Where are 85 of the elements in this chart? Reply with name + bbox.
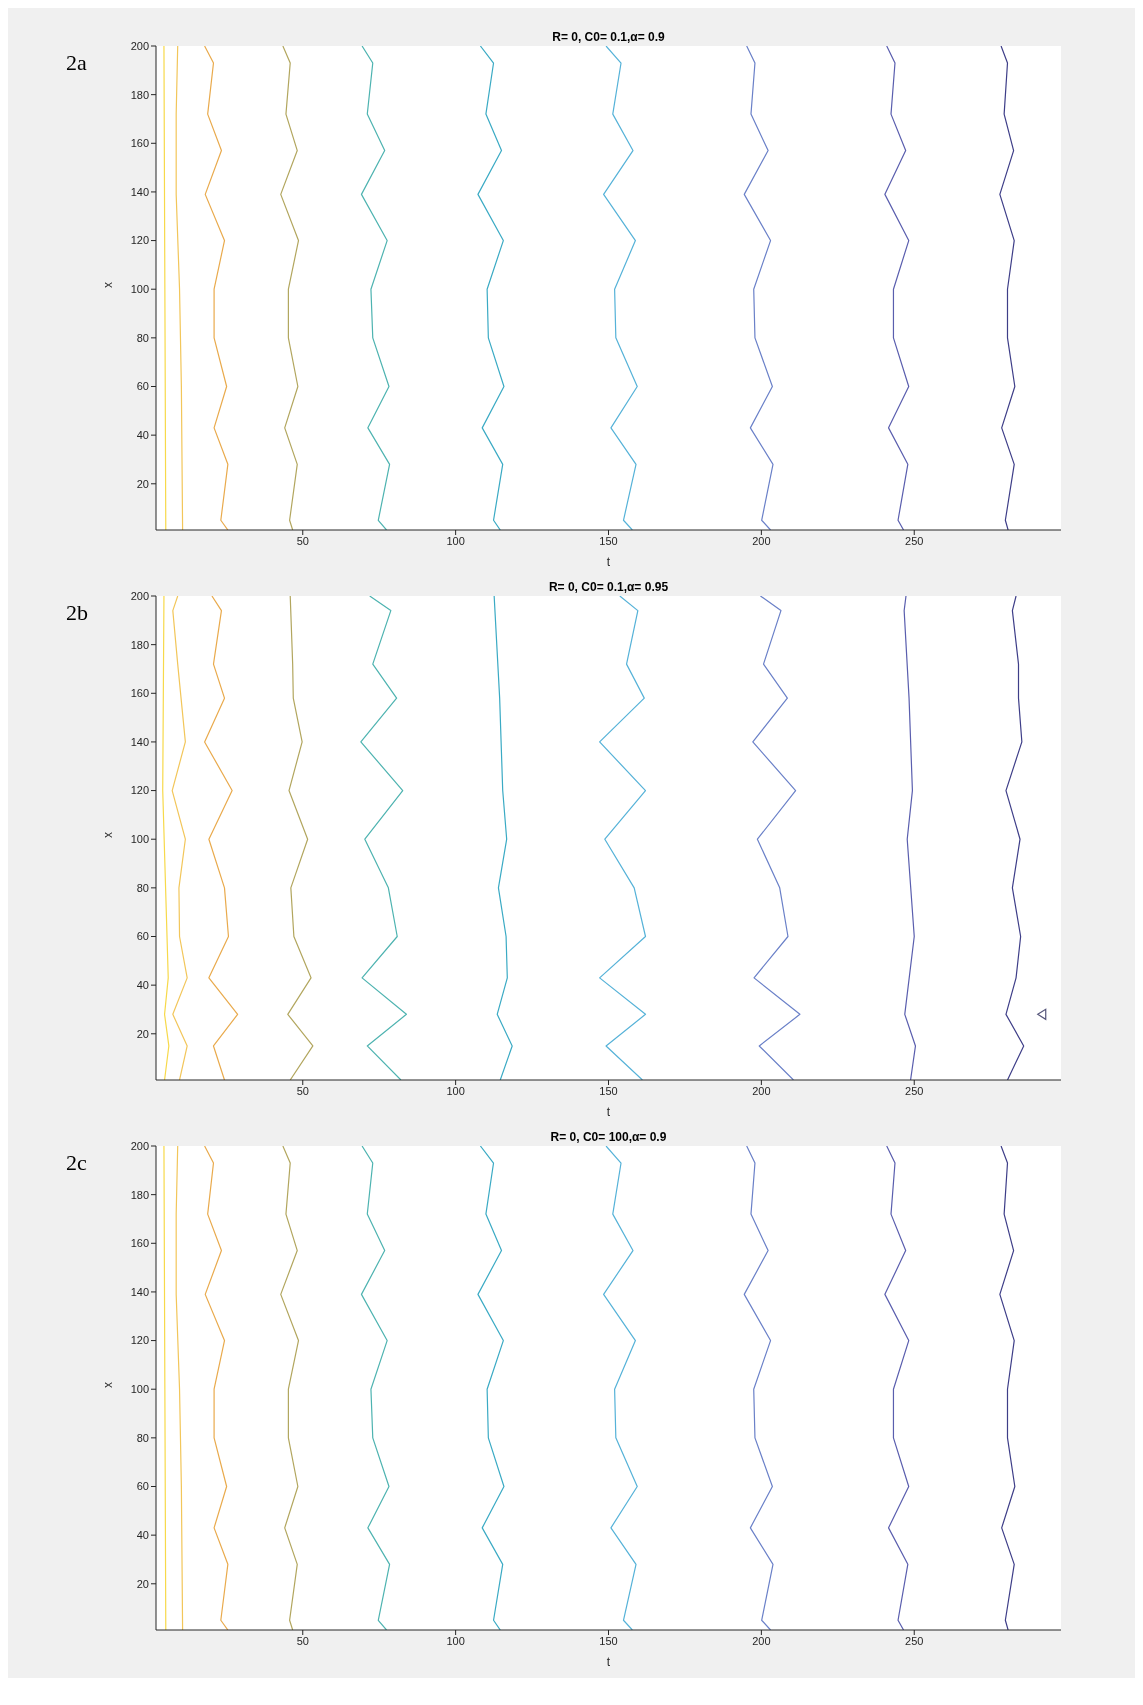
line-series (280, 1146, 300, 1630)
x-tick-label: 200 (752, 534, 771, 547)
x-tick-label: 100 (446, 1084, 465, 1097)
x-tick-label: 200 (752, 1634, 771, 1647)
line-series (360, 46, 391, 530)
line-series (884, 46, 910, 530)
y-tick-label: 100 (130, 833, 149, 846)
y-tick-label: 200 (130, 589, 149, 602)
chart-title: R= 0, C0= 0.1,α= 0.9 (551, 30, 666, 44)
line-series (743, 1146, 774, 1630)
x-tick-label: 150 (599, 1634, 618, 1647)
y-tick-label: 80 (136, 1431, 149, 1444)
line-series (999, 46, 1016, 530)
line-series (287, 596, 314, 1080)
line-series (603, 46, 638, 530)
x-tick-label: 50 (296, 1084, 309, 1097)
x-tick-label: 150 (599, 1084, 618, 1097)
y-tick-label: 40 (136, 429, 149, 442)
y-tick-label: 60 (136, 1480, 149, 1493)
x-tick-label: 100 (446, 1634, 465, 1647)
x-tick-label: 100 (446, 534, 465, 547)
line-series (599, 596, 647, 1080)
x-tick-label: 250 (905, 534, 924, 547)
y-tick-label: 20 (136, 1027, 149, 1040)
y-tick-label: 180 (130, 1188, 149, 1201)
y-tick-label: 180 (130, 88, 149, 101)
line-series (1005, 596, 1025, 1080)
y-tick-label: 20 (136, 477, 149, 490)
line-series (204, 46, 229, 530)
x-axis-title: t (606, 1105, 611, 1119)
y-tick-label: 80 (136, 881, 149, 894)
y-tick-label: 60 (136, 930, 149, 943)
y-tick-label: 20 (136, 1577, 149, 1590)
line-series (175, 46, 184, 530)
y-axis-title: x (101, 282, 116, 288)
y-tick-label: 40 (136, 1529, 149, 1542)
line-series (171, 596, 188, 1080)
y-tick-label: 160 (130, 687, 149, 700)
x-axis-title: t (606, 1655, 611, 1669)
line-series (884, 1146, 910, 1630)
line-series (752, 596, 801, 1080)
y-axis-title: x (101, 832, 116, 838)
y-tick-label: 120 (130, 784, 149, 797)
line-series (360, 1146, 391, 1630)
line-series (204, 596, 239, 1080)
x-tick-label: 200 (752, 1084, 771, 1097)
y-tick-label: 140 (130, 185, 149, 198)
chart-title: R= 0, C0= 0.1,α= 0.95 (547, 580, 670, 594)
y-tick-label: 100 (130, 283, 149, 296)
line-series (204, 1146, 229, 1630)
x-tick-label: 50 (296, 1634, 309, 1647)
text: 2a (66, 50, 87, 76)
y-tick-label: 60 (136, 380, 149, 393)
y-tick-label: 180 (130, 638, 149, 651)
y-tick-label: 80 (136, 331, 149, 344)
text: 2b (66, 600, 88, 626)
line-series (743, 46, 774, 530)
line-series (280, 46, 300, 530)
chart-title: R= 0, C0= 100,α= 0.9 (549, 1130, 668, 1144)
y-tick-label: 160 (130, 1237, 149, 1250)
y-tick-label: 200 (130, 1139, 149, 1152)
y-tick-label: 140 (130, 735, 149, 748)
line-series (493, 596, 513, 1080)
y-axis-title: x (101, 1382, 116, 1388)
x-tick-label: 50 (296, 534, 309, 547)
line-series (603, 1146, 638, 1630)
y-tick-label: 200 (130, 39, 149, 52)
line-series (360, 596, 407, 1080)
y-tick-label: 40 (136, 979, 149, 992)
line-series (477, 1146, 505, 1630)
line-series (162, 596, 170, 1080)
line-series (175, 1146, 184, 1630)
x-tick-label: 150 (599, 534, 618, 547)
text: 2c (66, 1150, 87, 1176)
line-series (477, 46, 505, 530)
line-series (999, 1146, 1016, 1630)
line-series (903, 596, 917, 1080)
x-tick-label: 250 (905, 1634, 924, 1647)
y-tick-label: 120 (130, 1334, 149, 1347)
y-tick-label: 120 (130, 234, 149, 247)
y-tick-label: 140 (130, 1285, 149, 1298)
y-tick-label: 160 (130, 137, 149, 150)
x-axis-title: t (606, 555, 611, 569)
y-tick-label: 100 (130, 1383, 149, 1396)
x-tick-label: 250 (905, 1084, 924, 1097)
